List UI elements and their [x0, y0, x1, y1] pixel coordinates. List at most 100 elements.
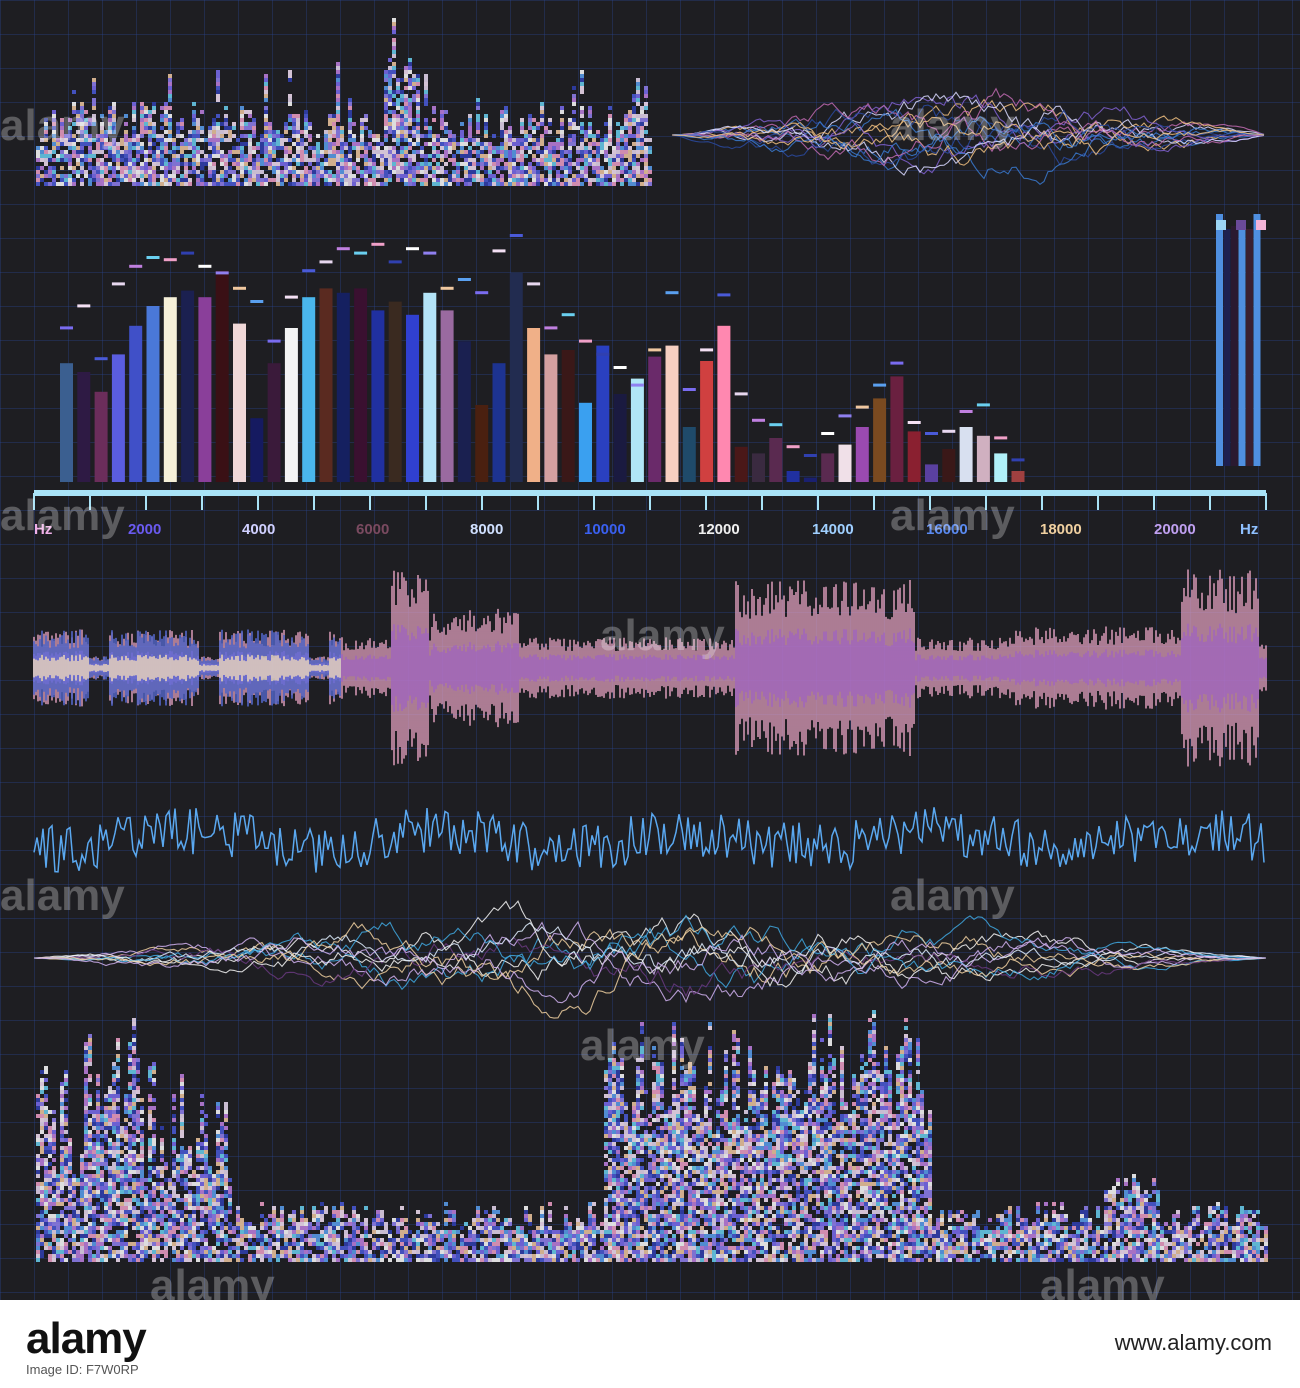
spectrum-cell: [248, 138, 252, 142]
spectrum-cell: [144, 1254, 148, 1258]
spectrum-cell: [476, 1214, 480, 1218]
spectrum-cell: [72, 134, 76, 138]
spectrum-cell: [52, 1258, 56, 1262]
spectrum-cell: [140, 1250, 144, 1254]
spectrum-cell: [184, 1154, 188, 1158]
spectrum-cell: [428, 1238, 432, 1242]
spectrum-cell: [624, 1198, 628, 1202]
spectrum-cell: [84, 1150, 88, 1154]
spectrum-cell: [108, 146, 112, 150]
spectrum-cell: [36, 1238, 40, 1242]
spectrum-cell: [304, 114, 308, 118]
spectrum-cell: [628, 150, 632, 154]
spectrum-cell: [452, 1258, 456, 1262]
spectrum-cell: [96, 1102, 100, 1106]
spectrum-cell: [260, 1214, 264, 1218]
spectrum-cell: [244, 1226, 248, 1230]
spectrum-cell: [160, 174, 164, 178]
spectrum-cell: [40, 1130, 44, 1134]
spectrum-cell: [408, 110, 412, 114]
spectrum-cell: [504, 1218, 508, 1222]
spectrum-cell: [300, 1226, 304, 1230]
spectrum-cell: [572, 134, 576, 138]
spectrum-cell: [136, 1062, 140, 1066]
spectrum-cell: [96, 1174, 100, 1178]
spectrum-cell: [604, 1146, 608, 1150]
spectrum-cell: [620, 1210, 624, 1214]
spectrum-cell: [352, 1234, 356, 1238]
spectrum-cell: [632, 150, 636, 154]
spectrum-cell: [600, 1254, 604, 1258]
spectrum-cell: [204, 162, 208, 166]
spectrum-cell: [588, 1210, 592, 1214]
spectrum-cell: [52, 166, 56, 170]
spectrum-cell: [92, 138, 96, 142]
spectrum-cell: [248, 150, 252, 154]
spectrum-cell: [292, 182, 296, 186]
level-meter-cap: [1236, 220, 1246, 230]
spectrum-cell: [632, 1146, 636, 1150]
spectrum-cell: [420, 182, 424, 186]
spectrum-cell: [616, 1090, 620, 1094]
spectrum-cell: [108, 1118, 112, 1122]
spectrum-cell: [368, 162, 372, 166]
spectrum-cell: [216, 1114, 220, 1118]
spectrum-cell: [44, 1242, 48, 1246]
spectrum-cell: [432, 166, 436, 170]
spectrum-cell: [364, 182, 368, 186]
spectrum-cell: [628, 158, 632, 162]
spectrum-cell: [304, 1238, 308, 1242]
spectrum-cell: [196, 122, 200, 126]
spectrum-cell: [204, 1186, 208, 1190]
spectrum-cell: [360, 118, 364, 122]
spectrum-cell: [612, 1062, 616, 1066]
spectrum-cell: [108, 1170, 112, 1174]
spectrum-cell: [284, 126, 288, 130]
spectrum-cell: [132, 1182, 136, 1186]
spectrum-cell: [48, 1186, 52, 1190]
spectrum-cell: [624, 170, 628, 174]
spectrum-cell: [328, 1230, 332, 1234]
spectrum-cell: [132, 1082, 136, 1086]
tick-label: 20000: [1154, 521, 1196, 538]
spectrum-cell: [608, 130, 612, 134]
spectrum-cell: [208, 1170, 212, 1174]
spectrum-cell: [268, 154, 272, 158]
spectrum-cell: [220, 130, 224, 134]
spectrum-cell: [180, 1146, 184, 1150]
spectrum-cell: [68, 1238, 72, 1242]
bar: [111, 354, 125, 482]
spectrum-cell: [452, 1230, 456, 1234]
spectrum-cell: [324, 1254, 328, 1258]
spectrum-cell: [208, 154, 212, 158]
spectrum-cell: [440, 166, 444, 170]
spectrum-cell: [64, 1078, 68, 1082]
spectrum-cell: [272, 1218, 276, 1222]
spectrum-cell: [576, 166, 580, 170]
spectrum-cell: [92, 1242, 96, 1246]
spectrum-cell: [224, 1138, 228, 1142]
spectrum-cell: [424, 1222, 428, 1226]
spectrum-cell: [68, 1218, 72, 1222]
spectrum-cell: [448, 182, 452, 186]
wave-line: [671, 109, 1265, 166]
bar: [613, 394, 627, 482]
spectrum-cell: [588, 106, 592, 110]
spectrum-cell: [496, 1258, 500, 1262]
spectrum-cell: [536, 142, 540, 146]
spectrum-cell: [276, 1234, 280, 1238]
spectrum-cell: [100, 1150, 104, 1154]
spectrum-cell: [140, 142, 144, 146]
spectrum-cell: [560, 1246, 564, 1250]
spectrum-cell: [636, 1230, 640, 1234]
spectrum-cell: [472, 1222, 476, 1226]
spectrum-cell: [372, 158, 376, 162]
spectrum-cell: [636, 1222, 640, 1226]
level-meters: [1216, 214, 1266, 466]
spectrum-cell: [388, 166, 392, 170]
spectrum-cell: [316, 1238, 320, 1242]
spectrum-cell: [224, 1146, 228, 1150]
spectrum-cell: [64, 1182, 68, 1186]
spectrum-cell: [316, 1214, 320, 1218]
spectrum-cell: [472, 1246, 476, 1250]
